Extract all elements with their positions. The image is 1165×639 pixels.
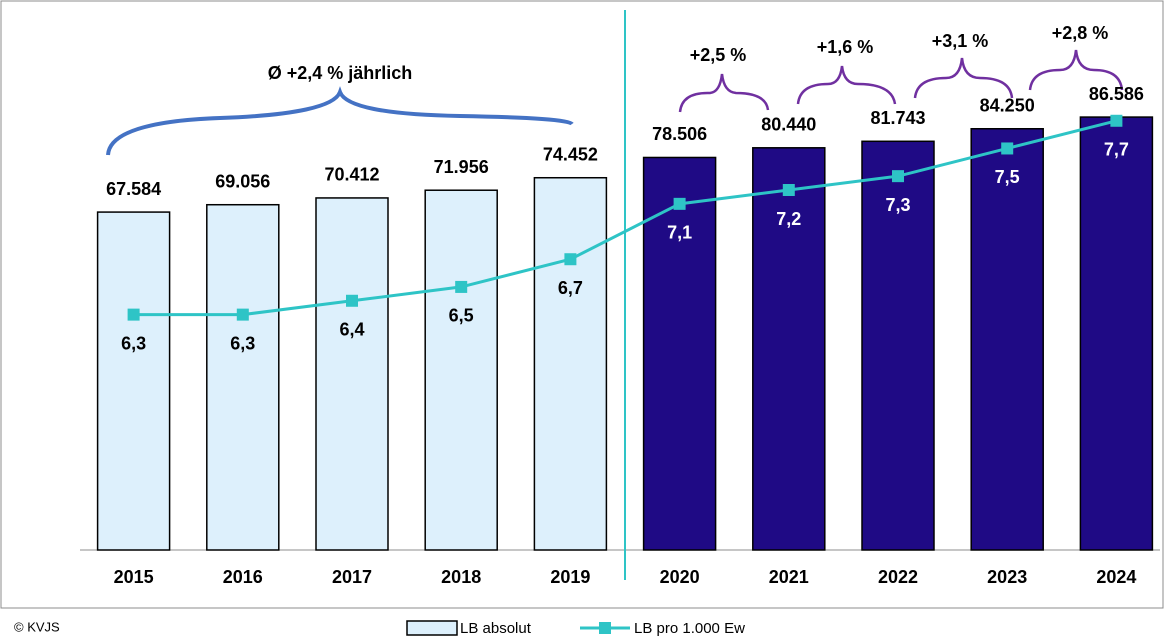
x-tick-label: 2015 [114,567,154,587]
data-label: 86.586 [1089,84,1144,104]
source: © KVJS [14,619,60,634]
data-label: 6,5 [449,306,474,326]
bar [1079,116,1154,551]
x-tick-label: 2022 [878,567,918,587]
data-label: 7,5 [995,167,1020,187]
bar [424,189,498,551]
bar [861,140,935,551]
braces [678,49,1124,113]
data-label: 81.743 [870,108,925,128]
x-tick-label: 2021 [769,567,809,587]
data-label: 69.056 [215,171,270,191]
x-tick-label: 2016 [223,567,263,587]
x-tick-label: 2023 [987,567,1027,587]
bar [206,203,280,551]
legend-swatch [599,622,611,634]
bar [752,147,826,551]
data-label: 7,2 [776,209,801,229]
x-tick-label: 2017 [332,567,372,587]
bar [96,211,171,551]
annotation: +3,1 % [932,31,989,51]
annotation: +2,8 % [1052,23,1109,43]
marker [236,308,249,321]
x-tick-label: 2018 [441,567,481,587]
annotation: +2,5 % [690,45,747,65]
marker [1001,142,1014,155]
legend-label: LB absolut [460,620,532,637]
data-label: 80.440 [761,115,816,135]
marker [564,253,577,266]
data-label: 6,4 [339,320,364,340]
bar [970,128,1044,551]
legend-label: LB pro 1.000 Ew [634,620,745,637]
x-tick-label: 2024 [1096,567,1136,587]
marker [782,184,795,196]
x-tick-label: 2019 [550,567,590,587]
data-label: 6,7 [558,278,583,298]
frame [0,0,1164,609]
data-label: 7,3 [885,195,910,215]
data-label: 67.584 [106,179,161,199]
marker [346,294,358,307]
data-label: 7,7 [1104,140,1129,160]
data-label: 74.452 [543,144,598,164]
data-label: 6,3 [230,333,255,353]
brace [106,86,574,156]
data-label: 6,3 [121,333,146,353]
marker [673,197,686,210]
bar [315,197,389,551]
data-label: 71.956 [434,157,489,177]
annotation: +1,6 % [817,37,874,57]
data-label: 7,1 [667,223,692,243]
marker [127,308,140,321]
data-label: 84.250 [980,96,1035,116]
data-label: 70.412 [324,165,379,185]
line [133,119,1117,317]
annotation: Ø +2,4 % jährlich [268,63,413,83]
legend-swatch [406,620,458,636]
marker [892,170,904,183]
x-tick-label: 2020 [660,567,700,587]
bar [642,156,717,551]
marker [455,280,468,293]
bar [533,176,608,551]
data-label: 78.506 [652,124,707,144]
marker [1110,114,1123,127]
